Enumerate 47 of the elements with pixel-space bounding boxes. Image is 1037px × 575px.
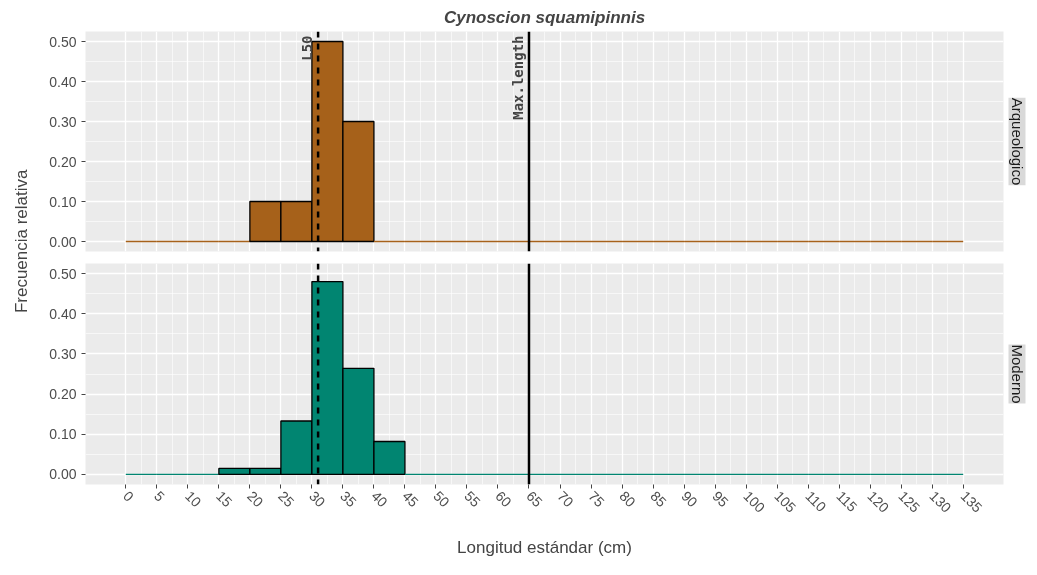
y-tick-label: 0.20 bbox=[49, 386, 77, 403]
x-axis-title: Longitud estándar (cm) bbox=[457, 538, 632, 558]
ref-line-label: L50 bbox=[299, 35, 316, 61]
y-tick-label: 0.30 bbox=[49, 113, 77, 130]
x-tick-label: 100 bbox=[740, 487, 769, 516]
x-tick-label: 135 bbox=[957, 487, 986, 516]
x-tick-label: 80 bbox=[616, 487, 639, 511]
x-tick-label: 45 bbox=[399, 487, 422, 511]
y-tick-label: 0.10 bbox=[49, 193, 77, 210]
x-tick-label: 60 bbox=[492, 487, 515, 511]
text: Arqueologico bbox=[1008, 97, 1026, 186]
chart-title: Cynoscion squamipinnis bbox=[443, 7, 646, 27]
x-tick-label: 25 bbox=[275, 487, 298, 511]
x-tick-label: 20 bbox=[244, 487, 267, 511]
x-tick-label: 10 bbox=[182, 487, 205, 511]
y-tick-label: 0.40 bbox=[49, 305, 77, 322]
y-tick-label: 0.30 bbox=[49, 345, 77, 362]
x-tick-label: 75 bbox=[585, 487, 608, 511]
x-tick-label: 120 bbox=[864, 487, 893, 516]
x-tick-label: 30 bbox=[306, 487, 329, 511]
y-tick-label: 0.10 bbox=[49, 426, 77, 443]
x-tick-label: 50 bbox=[430, 487, 453, 511]
y-tick-label: 0.20 bbox=[49, 153, 77, 170]
x-tick-label: 15 bbox=[213, 487, 236, 511]
x-tick-label: 65 bbox=[523, 487, 546, 511]
y-tick-label: 0.50 bbox=[49, 265, 77, 282]
y-tick-label: 0.00 bbox=[49, 466, 77, 483]
x-tick-label: 125 bbox=[895, 487, 924, 516]
x-tick-label: 105 bbox=[771, 487, 800, 516]
y-axis-title: Frecuencia relativa bbox=[12, 168, 31, 314]
text: Moderno bbox=[1008, 344, 1026, 404]
y-tick-label: 0.50 bbox=[49, 33, 77, 50]
x-tick-label: 35 bbox=[337, 487, 360, 511]
x-tick-label: 115 bbox=[833, 487, 861, 516]
x-tick-label: 110 bbox=[802, 487, 830, 516]
x-tick-label: 90 bbox=[678, 487, 701, 511]
ref-line-label: Max.length bbox=[509, 35, 526, 120]
y-tick-label: 0.00 bbox=[49, 233, 77, 250]
x-tick-label: 130 bbox=[926, 487, 955, 516]
x-tick-label: 0 bbox=[120, 487, 138, 505]
x-tick-label: 85 bbox=[647, 487, 670, 511]
x-tick-label: 55 bbox=[461, 487, 484, 511]
y-tick-label: 0.40 bbox=[49, 73, 77, 90]
x-tick-label: 40 bbox=[368, 487, 391, 511]
x-tick-label: 70 bbox=[554, 487, 577, 511]
x-tick-label: 5 bbox=[151, 487, 169, 505]
x-tick-label: 95 bbox=[709, 487, 732, 511]
